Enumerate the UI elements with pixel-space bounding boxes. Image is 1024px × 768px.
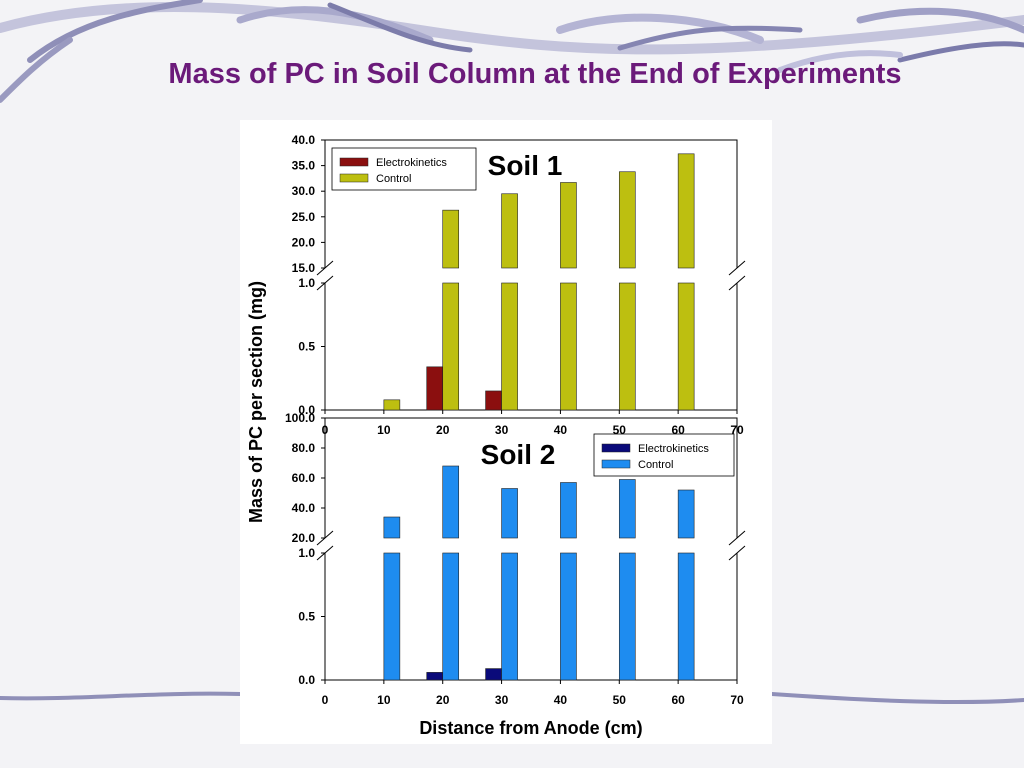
panel-label: Soil 2 bbox=[481, 439, 556, 470]
y-tick-label: 40.0 bbox=[292, 133, 316, 147]
bar bbox=[426, 672, 444, 681]
y-tick-label: 25.0 bbox=[292, 210, 316, 224]
y-tick-label: 100.0 bbox=[285, 411, 315, 425]
chart: 15.0 20.0 25.0 30.0 35.0 40.0 0.0 0.5 1.0 0 10 20 30… bbox=[246, 133, 751, 738]
bar bbox=[442, 552, 460, 681]
x-tick-label: 40 bbox=[554, 423, 568, 437]
plot-panel: 15.0 20.0 25.0 30.0 35.0 40.0 0.0 0.5 1.0 0 10 20 30… bbox=[240, 120, 772, 744]
y-tick-label: 0.0 bbox=[298, 403, 315, 417]
lower-axis-frame bbox=[324, 283, 738, 411]
x-axis-title: Distance from Anode (cm) bbox=[419, 718, 642, 738]
x-tick-label: 70 bbox=[730, 693, 744, 707]
axis-break-mark bbox=[728, 530, 746, 546]
bar bbox=[618, 282, 636, 411]
legend-label: Electrokinetics bbox=[638, 443, 709, 455]
x-tick-label: 40 bbox=[554, 693, 568, 707]
bar bbox=[383, 552, 401, 681]
legend-swatch bbox=[601, 459, 631, 469]
axis-break-mark bbox=[728, 260, 746, 276]
soil-2-panel: 20.0 40.0 60.0 80.0 100.0 0.0 0.5 1.0 0 10 20 30 40 5… bbox=[285, 411, 751, 738]
x-tick-label: 50 bbox=[613, 423, 627, 437]
y-tick-label: 30.0 bbox=[292, 184, 316, 198]
bar bbox=[442, 465, 460, 539]
bar bbox=[560, 482, 577, 539]
bar bbox=[501, 193, 518, 269]
slide-title: Mass of PC in Soil Column at the End of … bbox=[168, 58, 902, 90]
y-tick-label: 20.0 bbox=[292, 235, 316, 249]
bar bbox=[560, 182, 577, 269]
y-tick-label: 0.0 bbox=[298, 673, 315, 687]
x-tick-label: 20 bbox=[436, 693, 450, 707]
bar bbox=[383, 399, 401, 411]
axis-break-gap bbox=[311, 540, 751, 551]
bar bbox=[677, 489, 695, 539]
upper-axis-frame bbox=[324, 139, 738, 268]
soil-1-panel: 15.020.025.030.035.040.00.00.51.00 10 20 30… bbox=[292, 133, 751, 437]
x-tick-label: 60 bbox=[671, 693, 685, 707]
y-tick-label: 20.0 bbox=[292, 531, 316, 545]
bar bbox=[485, 668, 502, 681]
bar bbox=[442, 282, 460, 411]
y-axis-title: Mass of PC per section (mg) bbox=[246, 281, 266, 523]
axis-break-gap bbox=[311, 270, 751, 281]
legend-box bbox=[331, 147, 477, 191]
bar bbox=[677, 282, 695, 411]
x-tick-label: 60 bbox=[671, 423, 685, 437]
y-tick-label: 60.0 bbox=[292, 471, 316, 485]
x-tick-label: 0 bbox=[322, 693, 329, 707]
bar bbox=[618, 171, 636, 269]
bar bbox=[618, 552, 636, 681]
bar bbox=[677, 153, 695, 269]
x-tick-label: 10 bbox=[377, 423, 391, 437]
legend: Electrokinetics Control bbox=[593, 433, 735, 477]
bar bbox=[501, 488, 518, 539]
y-tick-label: 40.0 bbox=[292, 501, 316, 515]
x-tick-label: 30 bbox=[495, 693, 509, 707]
legend-label: Control bbox=[376, 173, 411, 185]
legend: Electrokinetics Control bbox=[331, 147, 477, 191]
y-tick-label: 35.0 bbox=[292, 159, 316, 173]
x-tick-label: 10 bbox=[377, 693, 391, 707]
y-tick-label: 0.5 bbox=[298, 340, 315, 354]
legend-label: Electrokinetics bbox=[376, 157, 447, 169]
bar bbox=[442, 209, 460, 269]
bar bbox=[501, 552, 518, 681]
axis-break-mark bbox=[728, 545, 746, 561]
axis-break-mark bbox=[728, 275, 746, 291]
legend-swatch bbox=[339, 173, 369, 183]
bar bbox=[560, 282, 577, 411]
bar bbox=[560, 552, 577, 681]
legend-swatch bbox=[601, 443, 631, 453]
legend-swatch bbox=[339, 157, 369, 167]
bar bbox=[383, 516, 401, 539]
bar bbox=[618, 479, 636, 539]
y-tick-label: 80.0 bbox=[292, 441, 316, 455]
legend-label: Control bbox=[638, 459, 673, 471]
y-tick-label: 0.5 bbox=[298, 610, 315, 624]
x-tick-label: 30 bbox=[495, 423, 509, 437]
bar bbox=[426, 366, 444, 411]
bar bbox=[485, 390, 502, 411]
x-tick-label: 20 bbox=[436, 423, 450, 437]
bar bbox=[677, 552, 695, 681]
bar bbox=[501, 282, 518, 411]
y-tick-label: 1.0 bbox=[298, 546, 315, 560]
y-tick-label: 1.0 bbox=[298, 276, 315, 290]
legend-box bbox=[593, 433, 735, 477]
y-tick-label: 15.0 bbox=[292, 261, 316, 275]
x-tick-label: 50 bbox=[613, 693, 627, 707]
panel-label: Soil 1 bbox=[488, 150, 563, 181]
